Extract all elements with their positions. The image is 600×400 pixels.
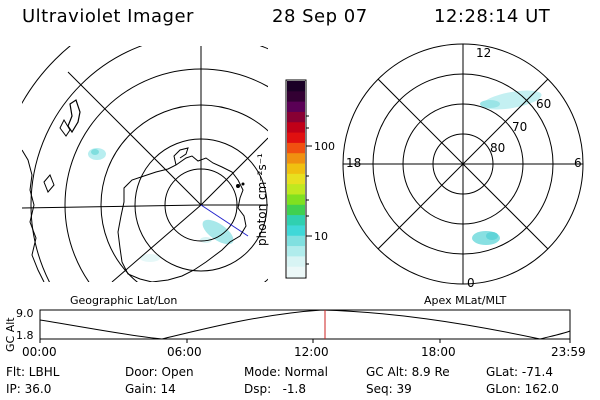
new-zealand-coast: [67, 99, 81, 134]
mlt-label-18: 18: [346, 156, 362, 170]
colorbar-stops: [287, 81, 305, 278]
altitude-xtick-1200: 12:00: [294, 345, 329, 359]
altitude-xtick-0600: 06:00: [167, 345, 202, 359]
polar-diagonal-2: [377, 78, 549, 250]
altitude-plot-frame: [39, 309, 571, 340]
mode-readout: Mode: Normal: [244, 365, 328, 379]
geo-aurora-patches: [88, 148, 234, 262]
colorbar-stop: [287, 122, 305, 134]
filter-readout: Flt: LBHL: [6, 365, 60, 379]
colorbar-stop: [287, 142, 305, 154]
colorbar-stop: [287, 256, 305, 268]
colorbar-tick-label-10: 10: [314, 230, 328, 243]
colorbar-stop: [287, 101, 305, 113]
colorbar-stop: [287, 225, 305, 237]
mlt-label-12: 12: [476, 46, 492, 60]
mlat-label-60: 60: [536, 97, 552, 111]
polar-map-caption: Apex MLat/MLT: [424, 294, 507, 307]
gain-readout: Gain: 14: [125, 382, 176, 396]
dsp-readout: Dsp: -1.8: [244, 382, 307, 396]
colorbar-stop: [287, 132, 305, 144]
antarctic-peninsula: [173, 147, 189, 166]
altitude-ytick-9: 9.0: [16, 307, 34, 320]
colorbar-stop: [287, 91, 305, 103]
geo-map-caption: Geographic Lat/Lon: [70, 294, 178, 307]
colorbar-stop: [287, 204, 305, 216]
mlt-label-0: 0: [467, 276, 475, 290]
glon-readout: GLon: 162.0: [486, 382, 559, 396]
south-america-tip: [43, 174, 55, 193]
polar-map: [342, 43, 584, 285]
colorbar-stop: [287, 235, 305, 247]
colorbar-stop: [287, 215, 305, 227]
meridian-5: [111, 204, 202, 282]
colorbar-stop: [287, 184, 305, 196]
meridian-2: [67, 71, 202, 206]
mlt-label-6: 6: [574, 156, 582, 170]
colorbar-stop: [287, 246, 305, 257]
colorbar: [285, 79, 312, 279]
meridian-4: [200, 137, 268, 206]
altitude-xtick-2359: 23:59: [551, 345, 586, 359]
lat-circle-6: [22, 46, 71, 105]
meridian-1: [22, 204, 202, 209]
island-2: [241, 182, 245, 186]
colorbar-stop: [287, 266, 305, 278]
altitude-ytick-1-8: 1.8: [16, 329, 34, 342]
new-zealand-north: [59, 118, 71, 137]
colorbar-stop: [287, 194, 305, 206]
altitude-xtick-0000: 00:00: [22, 345, 57, 359]
south-america-coast: [22, 149, 45, 282]
glat-readout: GLat: -71.4: [486, 365, 553, 379]
colorbar-unit-label: photon cm⁻²s⁻¹: [255, 153, 269, 246]
colorbar-stop: [287, 173, 305, 185]
geographic-map: [22, 46, 268, 282]
seq-readout: Seq: 39: [366, 382, 412, 396]
colorbar-frame: [285, 79, 307, 279]
colorbar-tick-label-100: 100: [314, 140, 335, 153]
lat-circle-5: [30, 46, 268, 282]
date-label: 28 Sep 07: [272, 6, 368, 27]
island-1: [236, 184, 240, 188]
altitude-curve: [39, 309, 571, 340]
gc-alt-readout: GC Alt: 8.9 Re: [366, 365, 450, 379]
colorbar-stop: [287, 153, 305, 165]
colorbar-stop: [287, 163, 305, 175]
altitude-plot: [39, 309, 571, 343]
ip-readout: IP: 36.0: [6, 382, 52, 396]
sun-direction-line: [200, 204, 249, 237]
instrument-title: Ultraviolet Imager: [22, 6, 194, 27]
mlat-label-70: 70: [512, 120, 528, 134]
polar-aurora-patches: [472, 90, 542, 245]
time-label: 12:28:14 UT: [434, 6, 551, 27]
colorbar-stop: [287, 81, 305, 92]
antarctica-coastline: [117, 155, 247, 282]
colorbar-stop: [287, 111, 305, 123]
altitude-xtick-1800: 18:00: [421, 345, 456, 359]
mlat-label-80: 80: [490, 141, 506, 155]
door-readout: Door: Open: [125, 365, 194, 379]
